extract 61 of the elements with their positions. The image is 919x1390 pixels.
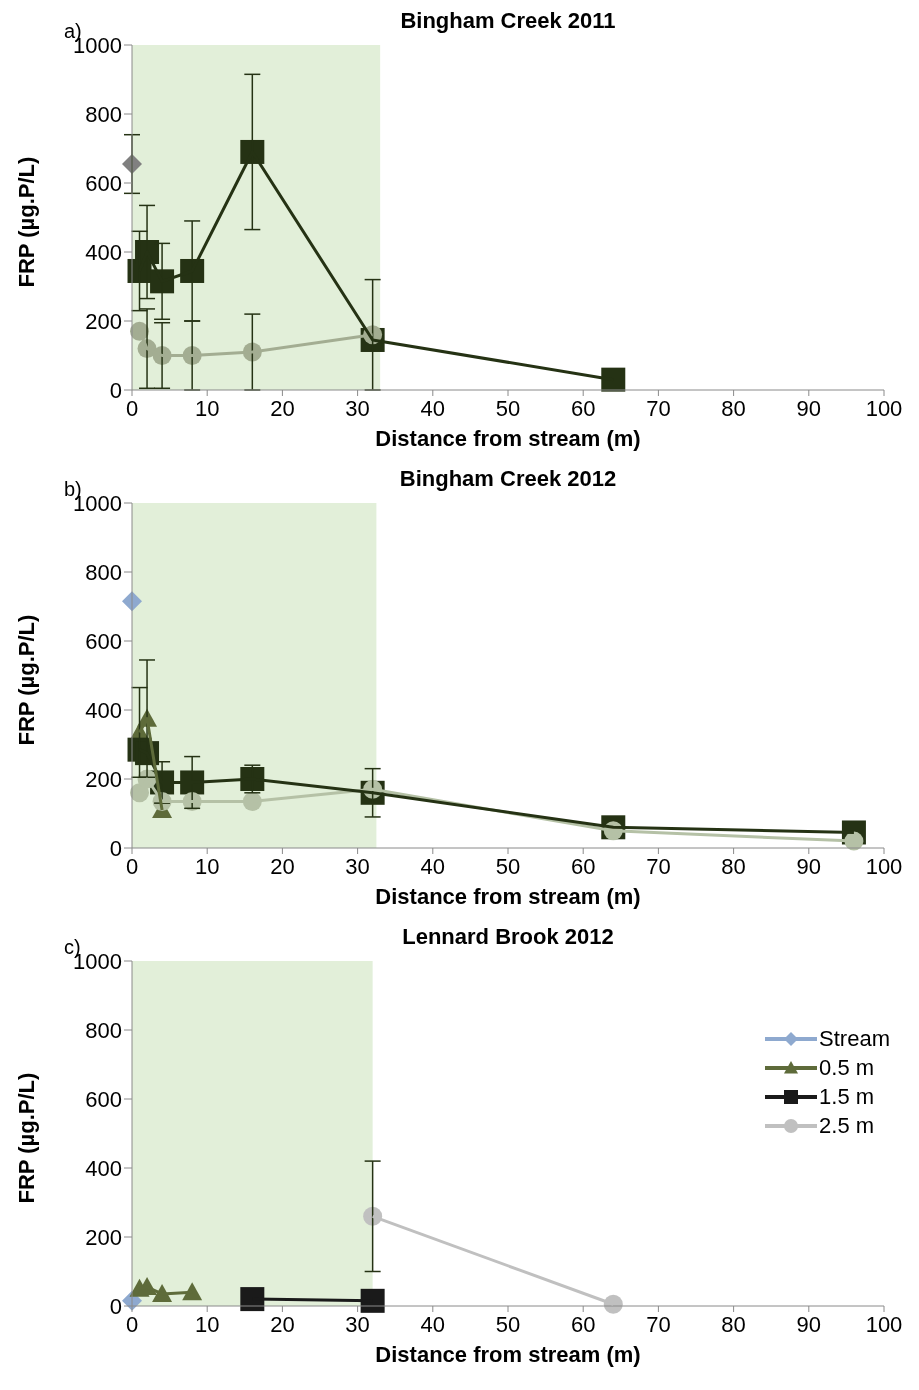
chart-title: Bingham Creek 2012	[398, 466, 618, 492]
x-tick-label: 70	[646, 1311, 671, 1337]
y-axis-title: FRP (µg.P/L)	[13, 1072, 39, 1204]
x-tick-label: 80	[721, 1311, 746, 1337]
x-tick-label: 80	[721, 853, 746, 879]
y-tick-label: 200	[85, 1224, 122, 1250]
y-tick-label: 0	[109, 1293, 122, 1319]
x-tick-label: 20	[270, 395, 295, 421]
y-tick-label: 400	[85, 1155, 122, 1181]
x-tick-label: 70	[646, 853, 671, 879]
x-tick-label: 100	[865, 853, 903, 879]
y-tick-label: 800	[85, 1017, 122, 1043]
y-tick-label: 0	[109, 835, 122, 861]
x-tick-label: 40	[420, 853, 446, 879]
y-tick-label: 800	[85, 101, 122, 127]
x-tick-label: 40	[420, 1311, 446, 1337]
y-tick-label: 600	[85, 1086, 122, 1112]
y-tick-label: 0	[109, 377, 122, 403]
x-tick-label: 50	[495, 853, 521, 879]
x-tick-label: 50	[495, 1311, 521, 1337]
legend-label: 2.5 m	[819, 1112, 875, 1139]
legend-label: 0.5 m	[819, 1054, 875, 1081]
x-tick-label: 100	[865, 1311, 903, 1337]
y-tick-label: 600	[85, 170, 122, 196]
x-axis-title: Distance from stream (m)	[375, 884, 641, 909]
x-tick-label: 10	[194, 395, 220, 421]
x-tick-label: 60	[570, 395, 596, 421]
y-tick-label: 200	[85, 766, 122, 792]
x-axis-title: Distance from stream (m)	[375, 426, 641, 451]
x-tick-label: 0	[125, 395, 139, 421]
y-tick-label: 600	[85, 628, 122, 654]
legend-label: Stream	[819, 1025, 890, 1052]
x-tick-label: 20	[270, 853, 295, 879]
x-tick-label: 50	[495, 395, 521, 421]
x-tick-label: 90	[796, 1311, 822, 1337]
chart-title: Bingham Creek 2011	[399, 8, 617, 34]
y-axis-title: FRP (µg.P/L)	[13, 156, 39, 288]
y-tick-label: 200	[85, 308, 122, 334]
x-tick-label: 20	[270, 1311, 295, 1337]
x-tick-label: 30	[345, 1311, 370, 1337]
x-tick-label: 30	[345, 395, 370, 421]
x-tick-label: 90	[796, 853, 822, 879]
y-axis-title: FRP (µg.P/L)	[13, 614, 39, 746]
x-tick-label: 40	[420, 395, 446, 421]
y-tick-label: 800	[85, 559, 122, 585]
x-tick-label: 70	[646, 395, 671, 421]
x-tick-label: 0	[125, 853, 139, 879]
x-tick-label: 10	[194, 1311, 220, 1337]
x-tick-label: 10	[194, 853, 220, 879]
x-tick-label: 90	[796, 395, 822, 421]
chart-title: Lennard Brook 2012	[401, 924, 615, 950]
x-tick-label: 60	[570, 1311, 596, 1337]
y-tick-label: 400	[85, 697, 122, 723]
x-tick-label: 100	[865, 395, 903, 421]
x-tick-label: 60	[570, 853, 596, 879]
x-tick-label: 0	[125, 1311, 139, 1337]
x-tick-label: 80	[721, 395, 746, 421]
legend-label: 1.5 m	[819, 1083, 875, 1110]
x-axis-title: Distance from stream (m)	[375, 1342, 641, 1367]
x-tick-label: 30	[345, 853, 370, 879]
y-tick-label: 400	[85, 239, 122, 265]
